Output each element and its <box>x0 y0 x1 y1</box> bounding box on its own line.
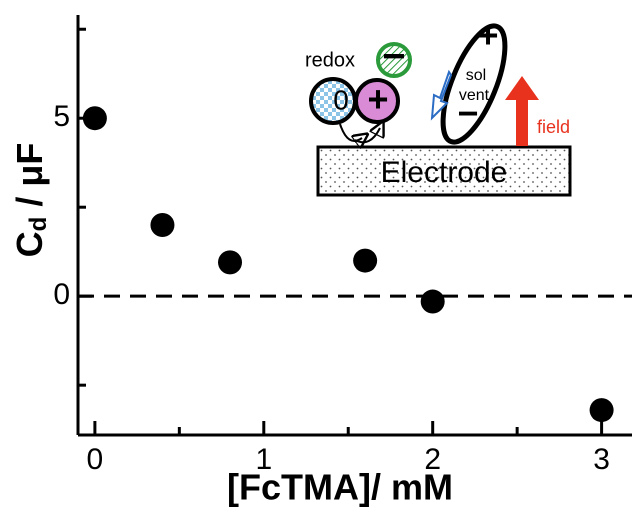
point <box>421 290 445 314</box>
point <box>83 106 107 130</box>
field-label: field <box>537 117 570 137</box>
y-axis-label-part: C <box>9 231 50 257</box>
y-tick-label: 0 <box>53 278 70 311</box>
electrode-label: Electrode <box>381 156 508 189</box>
x-axis-label: [FcTMA]/ mM <box>227 467 453 508</box>
x-tick-label: 3 <box>593 443 610 476</box>
x-tick-label: 0 <box>87 443 104 476</box>
solvent-label: sol <box>466 67 486 84</box>
dipole-plus: + <box>477 15 498 56</box>
redox-label: redox <box>305 49 355 71</box>
cation-sign: + <box>367 79 388 120</box>
y-tick-label: 5 <box>53 100 70 133</box>
neutral-label: 0 <box>333 84 349 115</box>
anion-sign: − <box>382 35 405 79</box>
point <box>590 398 614 422</box>
point <box>353 249 377 273</box>
solvent-label: vent <box>459 87 490 104</box>
inset-diagram: Electrode redox − 0 + + − sol vent field <box>305 15 570 195</box>
chart: Electrode redox − 0 + + − sol vent field… <box>0 0 632 509</box>
y-axis-label-part: d <box>25 217 52 232</box>
y-axis-label: Cd / μF <box>9 143 53 258</box>
y-axis-label-part: / μF <box>9 143 50 217</box>
point <box>218 250 242 274</box>
point <box>150 213 174 237</box>
transfer-arrow <box>340 124 362 141</box>
field-arrow <box>505 76 539 146</box>
